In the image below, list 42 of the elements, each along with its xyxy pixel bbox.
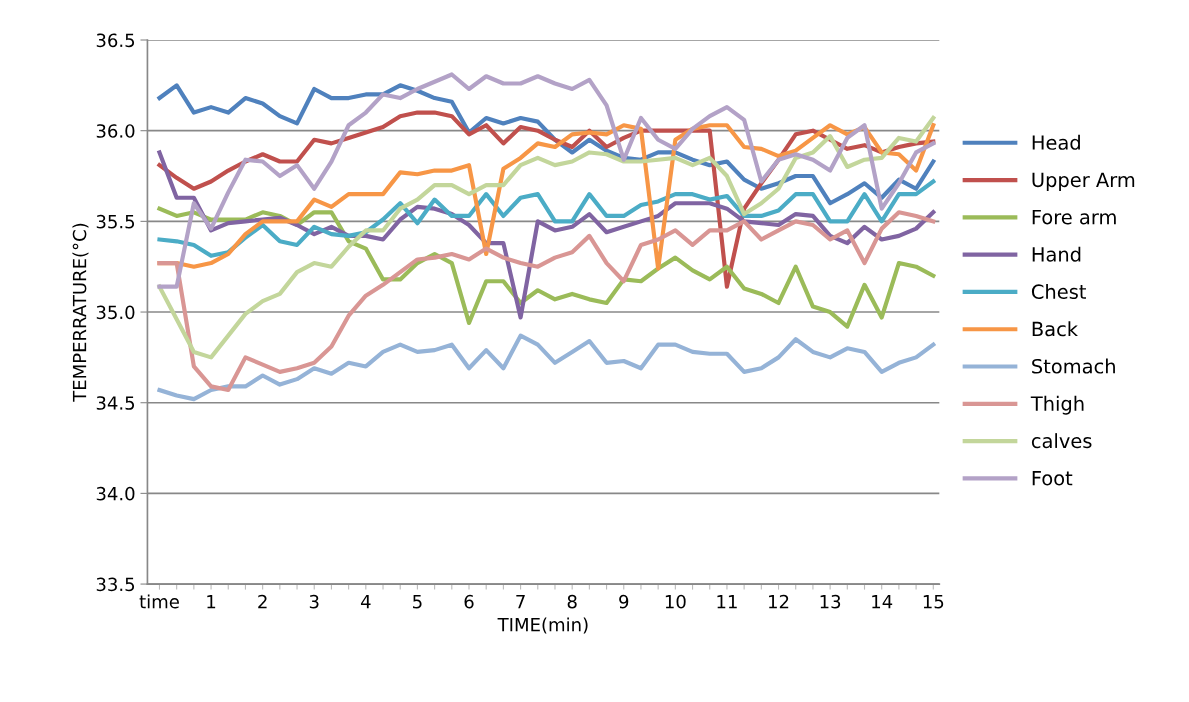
x-tick-label: 12 [769,594,789,609]
x-tick-label: 7 [516,595,525,609]
x-tick-label: 10 [665,594,686,609]
legend-label: Fore arm [1032,210,1116,225]
x-tick-label: 2 [258,594,267,609]
x-axis-title: TIME(min) [497,617,588,634]
y-tick-label: 34.5 [96,396,135,410]
line-series [157,179,936,258]
x-tick-label: 13 [820,594,841,609]
legend-label: Thigh [1030,395,1084,415]
x-tick-label: 3 [309,594,319,609]
line-series [157,333,936,402]
y-tick-label: 35.0 [96,305,135,320]
y-axis-title: TEMPERRATURE(°C) [72,223,89,402]
x-tick-label: 8 [567,594,577,609]
legend-label: calves [1031,433,1092,449]
line-series [157,72,936,289]
legend-label: Stomach [1032,358,1115,374]
legend-label: Hand [1032,246,1081,262]
line-series [157,115,936,360]
y-tick-label: 35.5 [96,214,135,229]
legend-label: Head [1032,134,1080,150]
x-tick-label: 5 [413,595,422,609]
x-tick-label: 6 [464,594,474,609]
line-series [157,83,936,206]
y-tick-label: 36.5 [96,33,135,48]
y-tick-label: 36.0 [96,124,135,138]
x-tick-label: 9 [619,594,629,609]
x-tick-label: 11 [717,595,737,609]
x-tick-label: 4 [360,595,371,609]
x-tick-label: 15 [923,595,944,609]
y-tick-label: 33.5 [96,577,135,592]
x-tick-label: 1 [207,595,216,609]
line-series [157,210,936,393]
legend-label: Back [1032,321,1078,337]
legend-label: Upper Arm [1032,172,1135,191]
legend-label: Foot [1032,471,1073,486]
line-series [157,206,936,329]
y-tick-label: 34.0 [96,486,135,501]
x-tick-label: 14 [872,595,893,609]
x-tick-label: time [139,594,179,609]
legend-label: Chest [1031,283,1086,300]
